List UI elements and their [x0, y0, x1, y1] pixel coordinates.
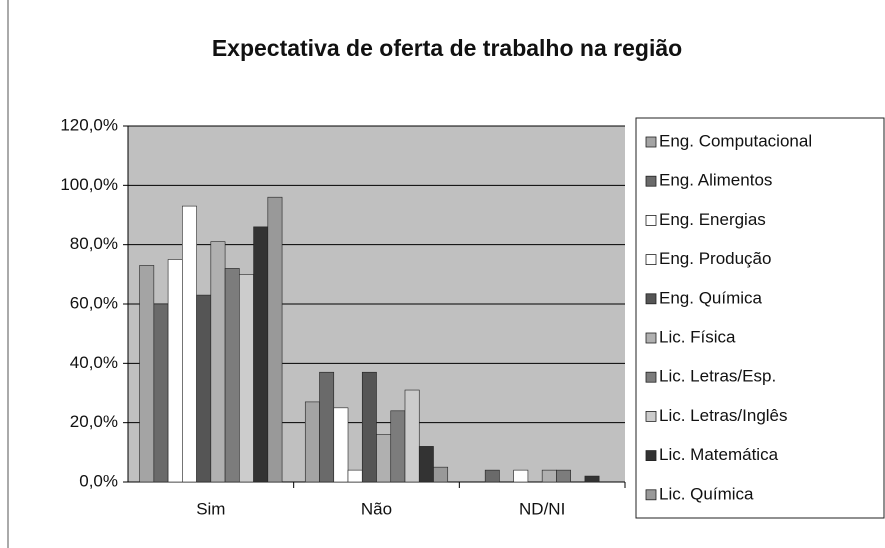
y-tick-label: 0,0%	[79, 471, 118, 490]
bar	[390, 410, 406, 483]
bar	[484, 469, 500, 483]
chart-title: Expectativa de oferta de trabalho na reg…	[212, 35, 682, 61]
legend	[635, 117, 885, 519]
legend-swatch	[645, 410, 657, 422]
y-tick-label: 20,0%	[70, 412, 118, 431]
legend-label: Lic. Física	[659, 327, 736, 346]
bar	[153, 303, 169, 483]
legend-label: Eng. Química	[659, 288, 763, 307]
legend-swatch	[645, 214, 657, 226]
bar	[319, 371, 335, 483]
bar	[361, 371, 377, 483]
bar	[418, 446, 434, 483]
bar	[224, 268, 240, 483]
bar	[239, 274, 254, 483]
bar	[433, 466, 449, 483]
legend-swatch	[645, 136, 657, 148]
y-tick-label: 120,0%	[60, 115, 118, 134]
bar	[404, 389, 420, 483]
legend-swatch	[645, 254, 657, 266]
bar	[376, 434, 392, 483]
bar	[267, 196, 283, 483]
legend-label: Lic. Letras/Esp.	[659, 367, 776, 386]
bar	[253, 226, 269, 483]
bar	[513, 469, 529, 483]
bar	[196, 294, 212, 483]
legend-label: Lic. Letras/Inglês	[659, 406, 788, 425]
legend-label: Lic. Química	[659, 484, 754, 503]
bar	[139, 265, 155, 483]
bar	[556, 469, 571, 483]
legend-swatch	[645, 332, 657, 344]
y-tick-label: 60,0%	[70, 293, 118, 312]
bar	[584, 475, 600, 483]
x-tick-label: ND/NI	[519, 499, 565, 518]
legend-swatch	[645, 489, 657, 501]
y-tick-label: 80,0%	[70, 234, 118, 253]
bar	[210, 241, 226, 483]
bar	[182, 205, 197, 483]
legend-label: Lic. Matemática	[659, 445, 779, 464]
x-tick-label: Sim	[196, 499, 225, 518]
x-tick-label: Não	[361, 499, 392, 518]
legend-label: Eng. Energias	[659, 210, 766, 229]
bar	[304, 401, 320, 483]
bar	[167, 259, 183, 483]
legend-swatch	[645, 293, 657, 305]
legend-swatch	[645, 371, 657, 383]
bar	[333, 407, 349, 483]
legend-swatch	[645, 175, 657, 187]
y-tick-label: 40,0%	[70, 353, 118, 372]
legend-swatch	[645, 450, 657, 462]
legend-label: Eng. Computacional	[659, 131, 812, 150]
bar	[347, 469, 363, 483]
legend-label: Eng. Produção	[659, 249, 771, 268]
bar	[541, 469, 557, 483]
legend-label: Eng. Alimentos	[659, 171, 772, 190]
y-tick-label: 100,0%	[60, 175, 118, 194]
